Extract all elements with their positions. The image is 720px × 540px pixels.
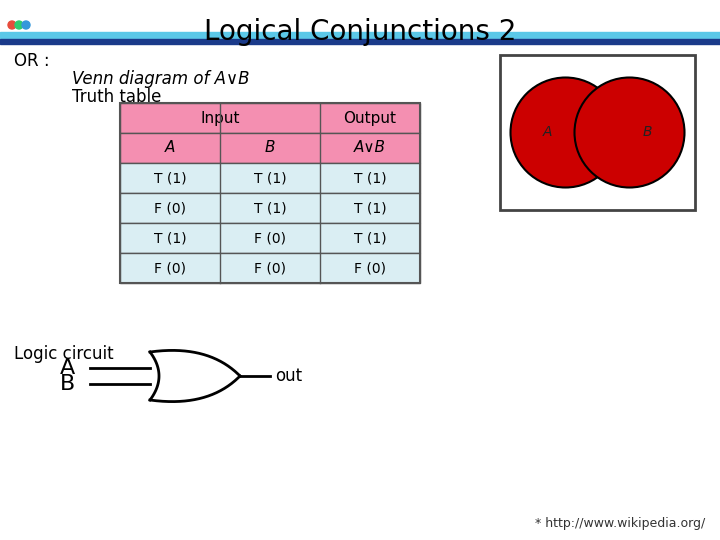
Text: T (1): T (1) [354,171,387,185]
Bar [120,193,420,223]
Circle shape [8,21,16,29]
Text: F (0): F (0) [154,201,186,215]
Text: F (0): F (0) [354,261,386,275]
Text: F (0): F (0) [154,261,186,275]
Text: B: B [643,125,652,139]
Circle shape [15,21,23,29]
Text: T (1): T (1) [153,231,186,245]
Text: B: B [265,140,275,156]
Polygon shape [150,350,240,402]
Text: Venn diagram of A∨B: Venn diagram of A∨B [72,70,250,88]
Text: T (1): T (1) [354,201,387,215]
Text: out: out [275,367,302,385]
Text: A: A [165,140,175,156]
Text: T (1): T (1) [153,171,186,185]
Circle shape [22,21,30,29]
Bar [120,103,420,133]
Text: Output: Output [343,111,397,125]
Bar [120,223,420,253]
Text: OR :: OR : [14,52,50,70]
Text: F (0): F (0) [254,231,286,245]
Text: T (1): T (1) [354,231,387,245]
Text: T (1): T (1) [253,201,287,215]
Text: A: A [60,358,75,378]
Text: F (0): F (0) [254,261,286,275]
Bar [120,253,420,283]
Text: Truth table: Truth table [72,88,161,106]
Bar [120,133,420,163]
Text: A∨B: A∨B [354,140,386,156]
Bar [0,32,720,38]
Text: A: A [543,125,552,139]
Text: Input: Input [200,111,240,125]
Circle shape [575,78,685,187]
Text: T (1): T (1) [253,171,287,185]
Text: Logic circuit: Logic circuit [14,345,114,363]
Text: * http://www.wikipedia.org/: * http://www.wikipedia.org/ [535,517,705,530]
Bar [120,163,420,193]
Circle shape [510,78,621,187]
Bar [500,55,695,210]
Text: B: B [60,374,75,394]
Bar [120,103,420,283]
Bar [0,39,720,44]
Text: Logical Conjunctions 2: Logical Conjunctions 2 [204,18,516,46]
